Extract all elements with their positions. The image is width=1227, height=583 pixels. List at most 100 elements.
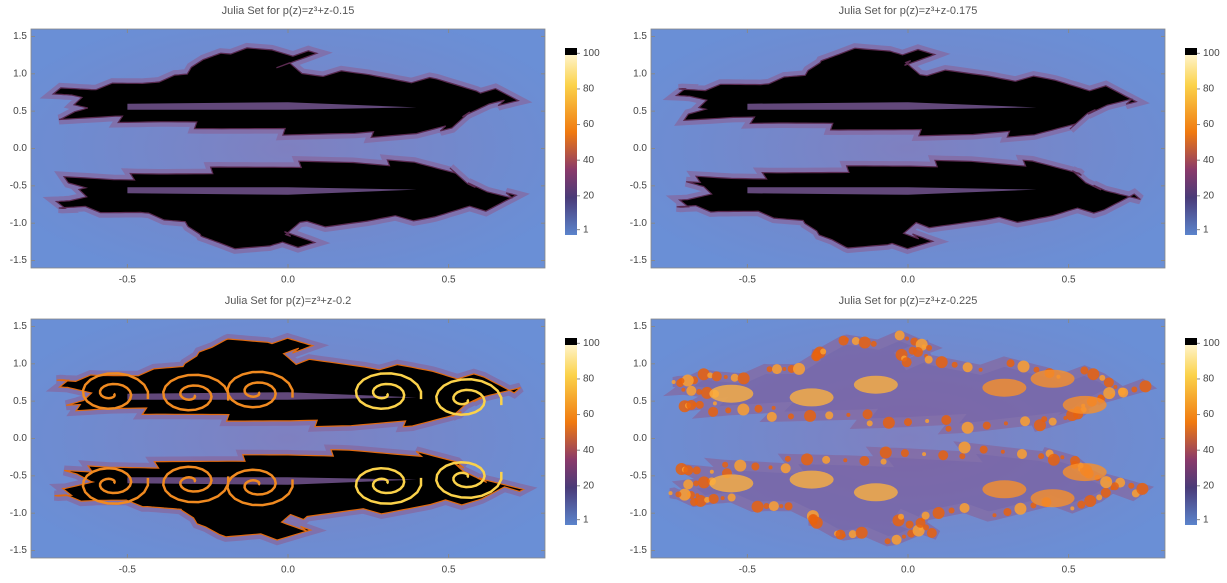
hot-spot xyxy=(1030,502,1037,509)
y-tick-label: 0.0 xyxy=(633,143,647,154)
colorbar-tick-label: 100 xyxy=(1203,338,1220,349)
hot-spot xyxy=(1096,494,1103,501)
hot-spot xyxy=(825,411,834,420)
y-tick-label: -1.5 xyxy=(630,545,648,556)
hot-spot xyxy=(1131,386,1138,393)
julia-set xyxy=(676,159,1141,250)
hot-spot xyxy=(678,488,691,501)
hot-spot xyxy=(882,416,895,429)
hot-spot xyxy=(1136,482,1149,495)
hot-spot xyxy=(958,441,971,454)
hot-spot xyxy=(1103,387,1116,400)
hot-cluster xyxy=(853,483,898,502)
hot-spot xyxy=(959,453,966,460)
julia-set xyxy=(54,159,518,250)
colorbar-tick-label: 1 xyxy=(1203,224,1209,235)
hot-spot xyxy=(1070,506,1075,511)
y-tick-label: -0.5 xyxy=(630,180,648,191)
hot-spot xyxy=(848,530,857,539)
hot-spot xyxy=(1099,374,1106,381)
hot-spot xyxy=(948,507,955,514)
hot-spot xyxy=(962,362,973,373)
hot-spot xyxy=(905,336,910,341)
colorbar-cap xyxy=(1185,338,1197,345)
hot-spot xyxy=(681,374,694,387)
x-tick-label: 0.0 xyxy=(281,275,295,286)
hot-spot xyxy=(851,337,860,346)
hot-spot xyxy=(668,491,673,496)
x-tick-label: 0.5 xyxy=(1062,565,1076,576)
hot-spot xyxy=(1100,476,1113,489)
x-tick-label: 0.5 xyxy=(442,275,456,286)
hot-spot xyxy=(675,491,682,498)
x-tick-label: 0.0 xyxy=(901,275,915,286)
hot-spot xyxy=(1077,500,1086,509)
hot-spot xyxy=(992,513,997,518)
hot-spot xyxy=(1047,453,1060,466)
hot-spot xyxy=(925,419,930,424)
panel: Julia Set for p(z)=z³+z-0.175 -0.5 0.0 0.5 -… xyxy=(630,5,1220,286)
hot-spot xyxy=(678,377,685,384)
hot-spot xyxy=(858,336,871,349)
hot-cluster xyxy=(853,375,898,394)
julia-set xyxy=(674,47,1138,138)
hot-spot xyxy=(1020,416,1031,427)
hot-spot xyxy=(862,409,873,420)
y-tick-label: 1.0 xyxy=(13,358,27,369)
hot-spot xyxy=(683,479,694,490)
hot-spot xyxy=(768,465,773,470)
swirl xyxy=(435,460,503,499)
hot-spot xyxy=(693,480,700,487)
inner-gap xyxy=(127,392,417,400)
hot-spot xyxy=(822,455,831,464)
colorbar xyxy=(565,48,577,235)
swirl xyxy=(354,466,423,505)
hot-spot xyxy=(782,367,787,372)
y-tick-label: -1.0 xyxy=(630,218,648,229)
colorbar-cap xyxy=(565,338,577,345)
hot-spot xyxy=(982,421,991,430)
hot-cluster xyxy=(789,388,834,407)
colorbar-tick-label: 40 xyxy=(1203,155,1215,166)
hot-spot xyxy=(1003,507,1012,516)
hot-spot xyxy=(979,445,988,454)
hot-spot xyxy=(780,463,791,474)
hot-spot xyxy=(859,455,870,466)
colorbar-tick-label: 60 xyxy=(583,409,595,420)
colorbar-tick-label: 60 xyxy=(1203,409,1215,420)
colorbar-tick-label: 1 xyxy=(1203,514,1209,525)
hot-spot xyxy=(704,496,711,503)
colorbar-tick-label: 80 xyxy=(1203,84,1215,95)
y-tick-label: -0.5 xyxy=(630,470,648,481)
hot-spot xyxy=(1063,415,1068,420)
hot-spot xyxy=(708,406,719,417)
hot-spot xyxy=(1014,502,1027,515)
colorbar-tick-label: 20 xyxy=(1203,190,1215,201)
hot-spot xyxy=(695,493,700,498)
hot-spot xyxy=(922,452,927,457)
colorbar-tick-label: 100 xyxy=(1203,48,1220,59)
hot-spot xyxy=(784,502,793,511)
y-tick-label: 1.0 xyxy=(13,68,27,79)
colorbar xyxy=(565,338,577,525)
colorbar-tick-label: 60 xyxy=(1203,119,1215,130)
y-tick-label: -1.5 xyxy=(10,255,28,266)
hot-spot xyxy=(708,493,719,504)
hot-spot xyxy=(751,462,760,471)
y-tick-label: 1.5 xyxy=(633,31,647,42)
hot-spot xyxy=(1118,387,1129,398)
hot-spot xyxy=(711,371,722,382)
hot-spot xyxy=(784,455,791,462)
hot-spot xyxy=(751,500,764,513)
hot-spot xyxy=(894,330,905,341)
hot-spot xyxy=(698,476,711,489)
hot-spot xyxy=(1041,416,1048,423)
hot-spot xyxy=(924,355,933,364)
x-tick-label: 0.5 xyxy=(1062,275,1076,286)
hot-spot xyxy=(1113,385,1118,390)
colorbar-tick-label: 40 xyxy=(583,445,595,456)
swirl xyxy=(162,373,230,412)
hot-spot xyxy=(959,502,970,513)
hot-spot xyxy=(926,344,933,351)
